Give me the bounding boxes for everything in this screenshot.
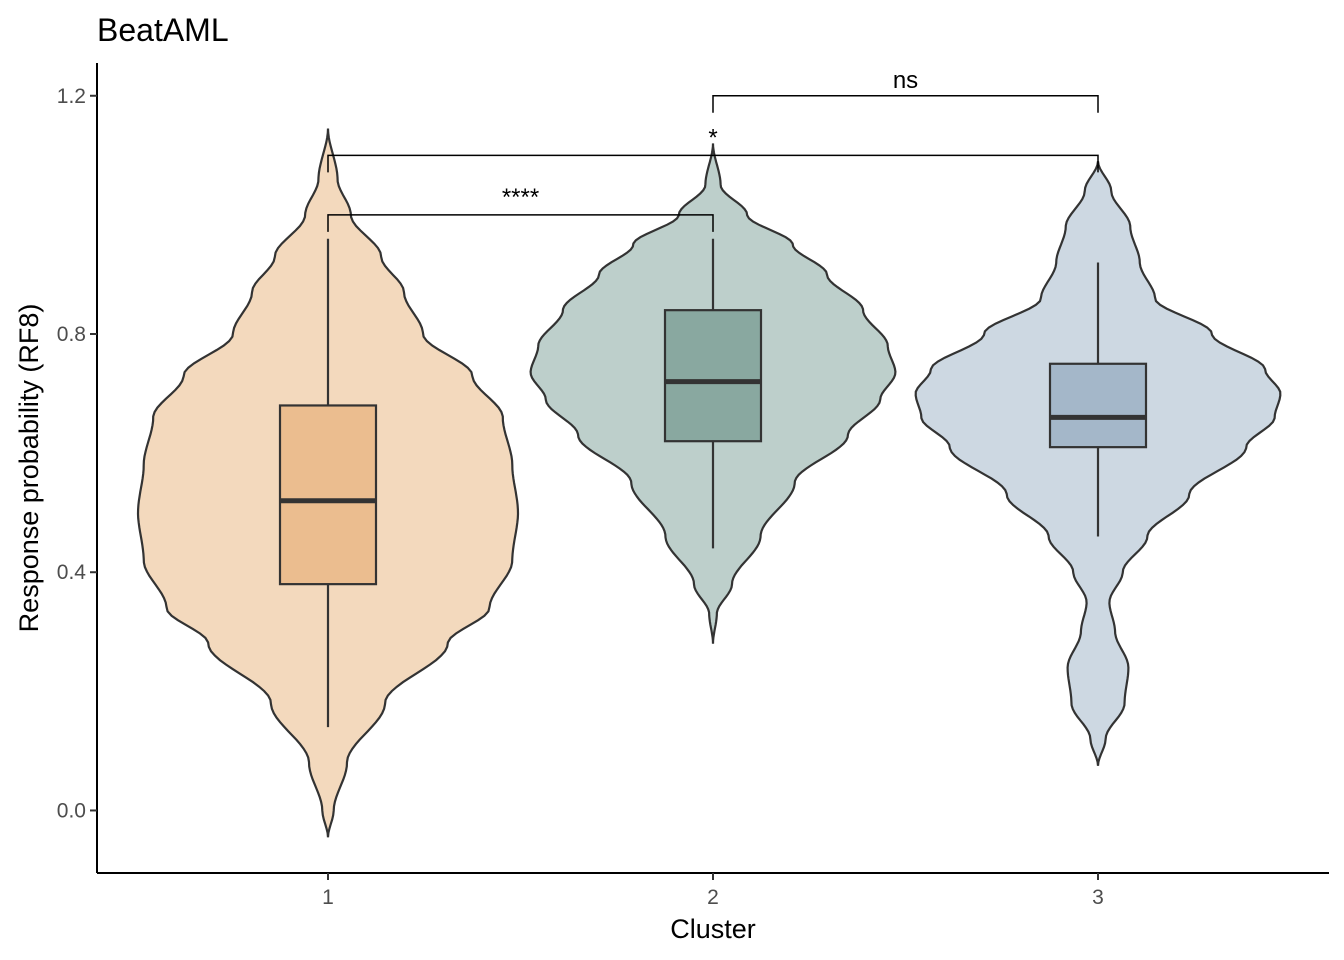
comparison-label-2-3: ns xyxy=(893,67,918,94)
x-tick-label: 3 xyxy=(1092,886,1104,909)
box-1 xyxy=(278,404,378,586)
x-axis-title: Cluster xyxy=(670,914,756,944)
y-ticks: 0.0 0.4 0.8 1.2 xyxy=(57,85,97,822)
y-axis-title: Response probability (RF8) xyxy=(14,304,44,633)
y-tick-label: 0.4 xyxy=(57,561,87,584)
x-ticks: 1 2 3 xyxy=(322,873,1104,909)
comparison-label-1-2: **** xyxy=(502,184,539,211)
chart-title: BeatAML xyxy=(97,12,229,48)
comparison-bracket-1-2 xyxy=(327,214,714,232)
y-tick-label: 0.0 xyxy=(57,799,86,822)
box-3 xyxy=(1048,362,1148,449)
x-tick-label: 1 xyxy=(322,886,334,909)
significance-brackets: *****ns xyxy=(327,67,1099,232)
y-tick-label: 1.2 xyxy=(57,85,86,108)
plot-area xyxy=(136,128,1282,838)
comparison-bracket-1-3 xyxy=(327,154,1099,173)
comparison-bracket-2-3 xyxy=(712,95,1099,113)
x-tick-label: 2 xyxy=(707,886,719,909)
comparison-label-1-3: * xyxy=(708,124,717,151)
y-tick-label: 0.8 xyxy=(57,323,86,346)
box-2 xyxy=(663,309,763,443)
